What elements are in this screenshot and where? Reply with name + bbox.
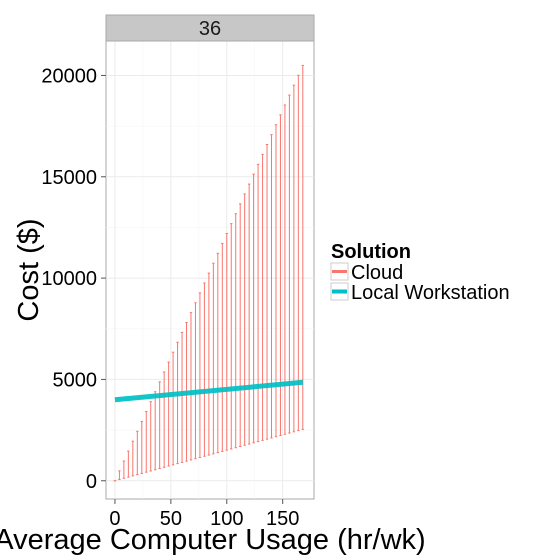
x-tick-label: 100 <box>210 508 243 530</box>
cloud-errorbar <box>225 233 228 451</box>
y-tick-label: 0 <box>86 471 97 493</box>
cloud-errorbar <box>162 371 166 468</box>
cloud-errorbar <box>288 94 291 434</box>
cloud-errorbar <box>252 173 255 444</box>
cloud-errorbar <box>136 430 139 476</box>
x-tick-label: 0 <box>109 508 120 530</box>
cloud-errorbar <box>212 262 215 455</box>
cloud-errorbar <box>261 153 264 441</box>
cloud-errorbar <box>247 183 251 445</box>
cloud-errorbars <box>113 64 305 482</box>
x-tick-label: 50 <box>160 508 182 530</box>
cloud-errorbar <box>180 331 184 463</box>
panel-background <box>105 40 315 500</box>
cloud-errorbar <box>171 351 175 466</box>
cloud-errorbar <box>292 84 296 433</box>
y-tick-label: 5000 <box>53 369 98 391</box>
cloud-errorbar <box>238 203 242 447</box>
cloud-errorbar <box>230 223 233 450</box>
legend: Solution Cloud Local Workstation <box>330 241 510 304</box>
cloud-errorbar <box>145 411 148 473</box>
grid-minor <box>106 41 314 499</box>
cloud-errorbar <box>176 341 179 465</box>
y-axis-ticks: 0 5000 10000 15000 20000 <box>41 65 106 493</box>
y-tick-label: 10000 <box>41 268 97 290</box>
legend-title: Solution <box>331 241 411 263</box>
cloud-errorbar <box>203 282 206 457</box>
cloud-errorbar <box>283 104 287 435</box>
cloud-errorbar <box>140 420 143 474</box>
x-axis-title: Average Computer Usage (hr/wk) <box>0 524 426 556</box>
cloud-errorbar <box>149 401 152 472</box>
legend-label-cloud: Cloud <box>351 262 403 284</box>
cloud-errorbar <box>207 272 211 456</box>
cloud-errorbar <box>194 302 197 460</box>
y-tick-label: 15000 <box>41 167 97 189</box>
x-tick-label: 150 <box>266 508 299 530</box>
cloud-errorbar <box>256 163 260 443</box>
legend-label-local-workstation: Local Workstation <box>351 282 510 304</box>
facet-strip <box>105 14 315 42</box>
x-axis-ticks: 0 50 100 150 <box>109 499 299 530</box>
facet-strip-label: 36 <box>199 18 221 40</box>
cloud-errorbar <box>122 460 126 479</box>
cloud-errorbar <box>301 64 305 430</box>
cloud-errorbar <box>234 213 237 449</box>
cloud-errorbar <box>221 242 224 452</box>
local-workstation-line-group <box>114 379 304 403</box>
cloud-errorbar <box>154 391 157 471</box>
local-workstation-line <box>114 379 304 403</box>
cloud-errorbar <box>167 361 170 467</box>
cloud-errorbar <box>189 312 193 461</box>
cloud-errorbar <box>243 193 246 446</box>
cloud-errorbar <box>131 440 135 477</box>
y-tick-label: 20000 <box>41 65 97 87</box>
cloud-errorbar <box>265 144 269 440</box>
cloud-errorbar <box>198 292 202 459</box>
cloud-errorbar <box>216 252 220 454</box>
y-axis-title: Cost ($) <box>13 218 45 321</box>
cloud-errorbar <box>127 450 130 478</box>
cloud-errorbar <box>118 470 121 481</box>
cloud-errorbar <box>297 74 300 432</box>
